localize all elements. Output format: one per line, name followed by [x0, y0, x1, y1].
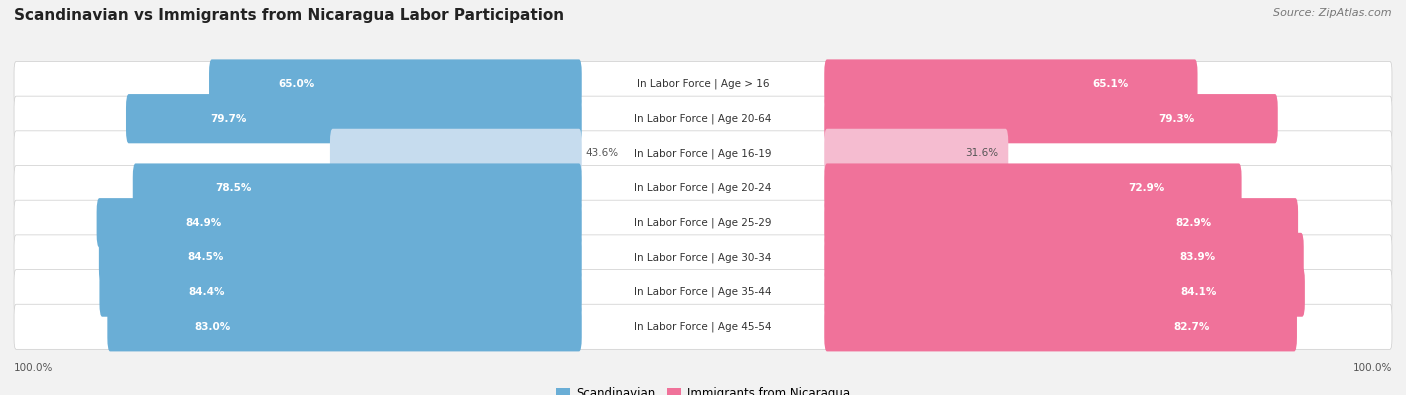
FancyBboxPatch shape	[824, 267, 1305, 317]
Text: 84.1%: 84.1%	[1180, 287, 1216, 297]
Text: 78.5%: 78.5%	[215, 183, 252, 193]
Legend: Scandinavian, Immigrants from Nicaragua: Scandinavian, Immigrants from Nicaragua	[551, 382, 855, 395]
Text: In Labor Force | Age 20-64: In Labor Force | Age 20-64	[634, 113, 772, 124]
FancyBboxPatch shape	[98, 233, 582, 282]
FancyBboxPatch shape	[107, 302, 582, 352]
Text: 72.9%: 72.9%	[1129, 183, 1164, 193]
FancyBboxPatch shape	[14, 62, 1392, 107]
FancyBboxPatch shape	[330, 129, 582, 178]
Text: 79.7%: 79.7%	[209, 114, 246, 124]
FancyBboxPatch shape	[824, 198, 1298, 247]
Text: 84.5%: 84.5%	[187, 252, 224, 262]
FancyBboxPatch shape	[127, 94, 582, 143]
Text: 83.0%: 83.0%	[194, 322, 231, 332]
Text: 100.0%: 100.0%	[1353, 363, 1392, 373]
FancyBboxPatch shape	[132, 164, 582, 213]
Text: 31.6%: 31.6%	[966, 149, 998, 158]
FancyBboxPatch shape	[14, 269, 1392, 315]
Text: 82.7%: 82.7%	[1174, 322, 1211, 332]
FancyBboxPatch shape	[14, 235, 1392, 280]
Text: 65.0%: 65.0%	[278, 79, 314, 89]
FancyBboxPatch shape	[14, 96, 1392, 141]
FancyBboxPatch shape	[14, 200, 1392, 245]
FancyBboxPatch shape	[824, 302, 1296, 352]
FancyBboxPatch shape	[209, 59, 582, 109]
Text: 79.3%: 79.3%	[1159, 114, 1194, 124]
Text: In Labor Force | Age > 16: In Labor Force | Age > 16	[637, 79, 769, 89]
Text: 84.9%: 84.9%	[186, 218, 222, 228]
Text: 83.9%: 83.9%	[1180, 252, 1216, 262]
Text: 65.1%: 65.1%	[1092, 79, 1129, 89]
Text: Source: ZipAtlas.com: Source: ZipAtlas.com	[1274, 8, 1392, 18]
FancyBboxPatch shape	[14, 304, 1392, 349]
Text: In Labor Force | Age 30-34: In Labor Force | Age 30-34	[634, 252, 772, 263]
Text: In Labor Force | Age 35-44: In Labor Force | Age 35-44	[634, 287, 772, 297]
Text: 43.6%: 43.6%	[586, 149, 619, 158]
Text: In Labor Force | Age 20-24: In Labor Force | Age 20-24	[634, 183, 772, 193]
Text: In Labor Force | Age 16-19: In Labor Force | Age 16-19	[634, 148, 772, 159]
Text: 82.9%: 82.9%	[1175, 218, 1211, 228]
FancyBboxPatch shape	[824, 94, 1278, 143]
Text: In Labor Force | Age 45-54: In Labor Force | Age 45-54	[634, 322, 772, 332]
FancyBboxPatch shape	[100, 267, 582, 317]
FancyBboxPatch shape	[824, 233, 1303, 282]
Text: 100.0%: 100.0%	[14, 363, 53, 373]
FancyBboxPatch shape	[14, 131, 1392, 176]
FancyBboxPatch shape	[824, 59, 1198, 109]
FancyBboxPatch shape	[824, 129, 1008, 178]
Text: Scandinavian vs Immigrants from Nicaragua Labor Participation: Scandinavian vs Immigrants from Nicaragu…	[14, 8, 564, 23]
FancyBboxPatch shape	[97, 198, 582, 247]
Text: 84.4%: 84.4%	[188, 287, 225, 297]
Text: In Labor Force | Age 25-29: In Labor Force | Age 25-29	[634, 218, 772, 228]
FancyBboxPatch shape	[14, 166, 1392, 211]
FancyBboxPatch shape	[824, 164, 1241, 213]
